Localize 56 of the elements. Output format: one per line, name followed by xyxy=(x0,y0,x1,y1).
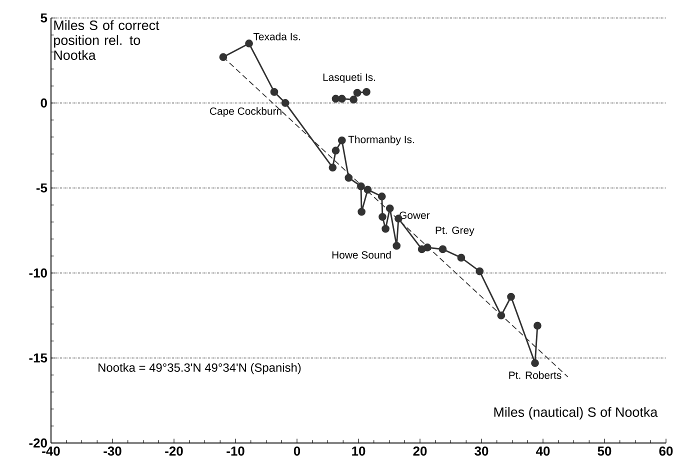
point xyxy=(497,312,506,320)
y-tick-label: -5 xyxy=(36,183,48,193)
point xyxy=(357,182,365,190)
point xyxy=(438,245,447,254)
x-tick-label: 0 xyxy=(294,446,300,456)
x-tick-label: 20 xyxy=(413,446,427,456)
point xyxy=(534,322,542,330)
y-tick-label: 5 xyxy=(40,13,48,23)
point xyxy=(364,186,372,194)
x-tick-label: -40 xyxy=(42,446,60,456)
point xyxy=(378,192,386,200)
point xyxy=(332,146,340,155)
point xyxy=(507,292,515,301)
point xyxy=(338,136,346,144)
x-tick-label: -30 xyxy=(104,446,122,456)
x-tick-label: 60 xyxy=(659,446,673,456)
point xyxy=(362,88,370,96)
y-tick-label: -10 xyxy=(29,268,47,278)
annotation: Pt. Roberts xyxy=(509,371,562,379)
x-tick-label: 10 xyxy=(352,446,366,456)
x-tick-label: -10 xyxy=(226,446,244,456)
point xyxy=(270,88,278,96)
point xyxy=(457,254,466,262)
point xyxy=(476,267,484,276)
annotation: Texada Is. xyxy=(253,32,300,40)
annotation: Thormanby Is. xyxy=(348,136,414,146)
y-tick-label: -20 xyxy=(29,438,47,448)
point xyxy=(338,94,346,103)
point xyxy=(219,53,228,62)
annotation: Nootka = 49°35.3'N 49°34'N (Spanish) xyxy=(98,363,301,374)
x-tick-label: -20 xyxy=(165,446,183,456)
point xyxy=(281,99,290,107)
annotation: Gower xyxy=(400,212,430,219)
point xyxy=(423,244,432,252)
point xyxy=(386,204,394,212)
x-tick-label: 50 xyxy=(598,446,612,456)
x-tick-label: 40 xyxy=(536,446,550,456)
y-tick-label: -15 xyxy=(29,353,48,363)
point xyxy=(344,174,353,182)
point xyxy=(392,242,401,250)
y-tick-label: 0 xyxy=(40,98,47,108)
annotation: Pt. Grey xyxy=(436,226,474,236)
point xyxy=(358,208,366,216)
point xyxy=(328,164,337,172)
annotation: Lasqueti Is. xyxy=(323,73,376,84)
point xyxy=(353,88,362,97)
point xyxy=(382,224,390,233)
point xyxy=(378,212,386,221)
annotation: Howe Sound xyxy=(332,250,391,259)
annotation: Cape Cockburn xyxy=(210,107,282,117)
point xyxy=(245,40,253,48)
point xyxy=(531,359,539,368)
y-axis-title: Miles S of correct position rel. to Nootka xyxy=(54,20,160,60)
x-tick-label: 30 xyxy=(474,446,488,456)
point xyxy=(350,96,358,104)
x-axis-title: Miles (nautical) S of Nootka xyxy=(494,407,658,420)
